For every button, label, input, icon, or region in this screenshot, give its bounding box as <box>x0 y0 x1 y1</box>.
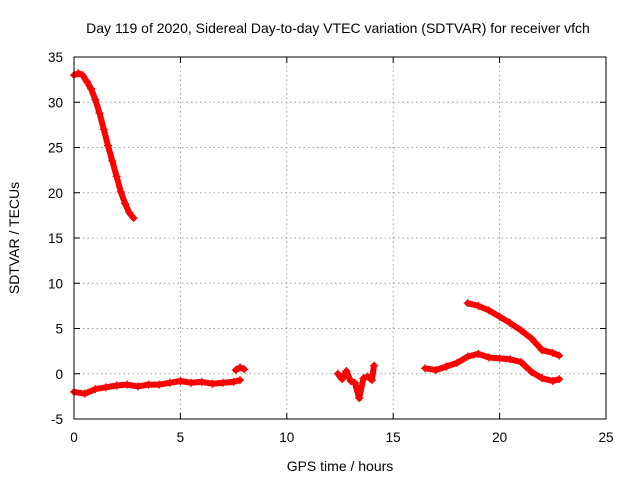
data-point <box>235 376 244 385</box>
data-point <box>484 353 493 362</box>
data-point <box>231 366 240 375</box>
y-tick-label: 15 <box>48 231 63 246</box>
data-point <box>144 380 153 389</box>
data-point <box>129 214 138 223</box>
y-tick-label: 35 <box>48 50 63 65</box>
x-tick-label: 15 <box>386 430 401 445</box>
data-point <box>235 363 244 372</box>
y-tick-label: 10 <box>48 276 63 291</box>
data-point <box>197 377 206 386</box>
data-point <box>527 367 536 376</box>
data-point <box>342 367 351 376</box>
data-point <box>78 71 87 80</box>
data-point <box>474 301 483 310</box>
data-point <box>363 372 372 381</box>
data-point <box>555 351 564 360</box>
data-point <box>506 355 515 364</box>
y-tick-label: 5 <box>55 322 63 337</box>
data-point <box>74 69 83 78</box>
data-point <box>495 354 504 363</box>
data-point <box>453 358 462 367</box>
series-arc-3 <box>231 363 249 375</box>
y-tick-label: 30 <box>48 95 63 110</box>
data-point <box>123 380 132 389</box>
data-point <box>121 199 130 208</box>
data-point <box>208 379 217 388</box>
series-arc-2 <box>70 376 244 398</box>
series-arc-1 <box>70 69 138 223</box>
data-layer <box>70 69 564 403</box>
data-point <box>218 378 227 387</box>
data-point <box>484 306 493 315</box>
y-tick-label: 0 <box>55 367 63 382</box>
data-point <box>229 377 238 386</box>
data-point <box>99 125 108 134</box>
data-point <box>108 157 117 166</box>
data-point <box>370 361 379 370</box>
data-point <box>548 376 557 385</box>
series-arc-4 <box>333 361 379 403</box>
y-tick-label: 25 <box>48 141 63 156</box>
data-point <box>240 365 249 374</box>
x-tick-label: 25 <box>598 430 613 445</box>
data-point <box>95 109 104 118</box>
data-point <box>555 375 564 384</box>
data-point <box>463 299 472 308</box>
data-point <box>442 362 451 371</box>
data-point <box>359 374 368 383</box>
data-point <box>421 364 430 373</box>
data-point <box>548 348 557 357</box>
x-tick-label: 0 <box>70 430 78 445</box>
data-point <box>338 375 347 384</box>
series-band <box>464 300 563 359</box>
data-point <box>165 378 174 387</box>
y-tick-label: -5 <box>51 412 63 427</box>
data-point <box>101 383 110 392</box>
data-point <box>112 381 121 390</box>
x-tick-label: 20 <box>492 430 507 445</box>
data-point <box>91 385 100 394</box>
series-band <box>334 362 377 402</box>
x-tick-label: 10 <box>279 430 294 445</box>
data-point <box>431 366 440 375</box>
series-arc-5 <box>421 349 564 385</box>
data-point <box>133 382 142 391</box>
data-point <box>350 378 359 387</box>
data-point <box>155 380 164 389</box>
series-arc-6 <box>463 299 564 360</box>
data-point <box>474 349 483 358</box>
data-point <box>527 334 536 343</box>
data-point <box>538 374 547 383</box>
data-point <box>82 77 91 86</box>
y-tick-label: 20 <box>48 186 63 201</box>
data-point <box>538 346 547 355</box>
data-point <box>87 84 96 93</box>
data-point <box>333 369 342 378</box>
data-point <box>516 357 525 366</box>
y-axis-label: SDTVAR / TECUs <box>6 182 22 294</box>
x-tick-label: 5 <box>177 430 185 445</box>
data-point <box>516 326 525 335</box>
plot-frame <box>73 56 607 420</box>
data-point <box>104 141 113 150</box>
chart-title: Day 119 of 2020, Sidereal Day-to-day VTE… <box>86 20 590 36</box>
data-point <box>367 376 376 385</box>
data-point <box>91 95 100 104</box>
data-point <box>463 352 472 361</box>
data-point <box>125 208 134 217</box>
data-point <box>176 376 185 385</box>
data-point <box>80 389 89 398</box>
x-axis-label: GPS time / hours <box>287 458 394 474</box>
data-point <box>346 376 355 385</box>
data-point <box>187 378 196 387</box>
data-point <box>116 187 125 196</box>
series-band <box>71 70 137 222</box>
data-point <box>506 319 515 328</box>
series-band <box>71 377 243 397</box>
ticks: 0 5 10 15 20 25 -5 0 5 10 15 20 25 30 35 <box>48 50 614 445</box>
data-point <box>495 312 504 321</box>
data-point <box>355 394 364 403</box>
data-point <box>112 172 121 181</box>
